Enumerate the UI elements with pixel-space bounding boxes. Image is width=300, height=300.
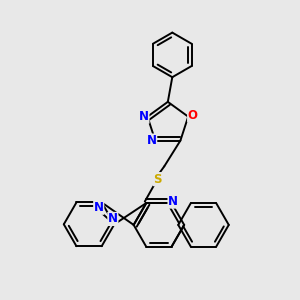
Text: N: N bbox=[108, 212, 118, 226]
Text: N: N bbox=[168, 195, 178, 208]
Text: N: N bbox=[139, 110, 149, 123]
Text: O: O bbox=[188, 109, 198, 122]
Text: N: N bbox=[94, 201, 104, 214]
Text: N: N bbox=[147, 134, 157, 147]
Text: S: S bbox=[153, 172, 162, 186]
